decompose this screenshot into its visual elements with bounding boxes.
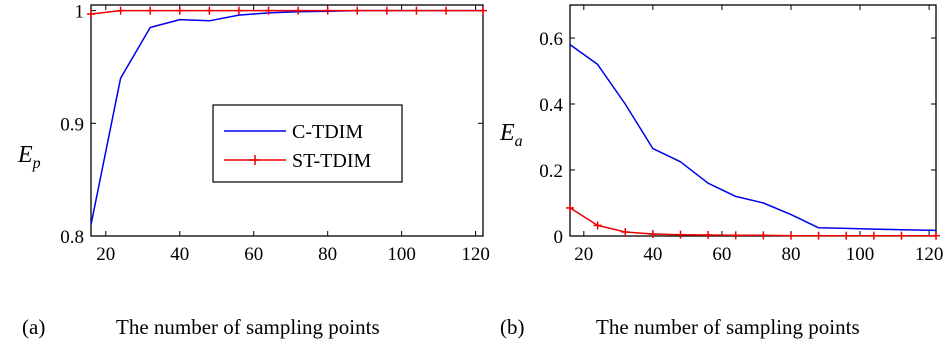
panel-a-series-st-tdim-point [294, 6, 303, 15]
panel-b-series-st-tdim-point [897, 231, 906, 240]
panel-b-series-st-tdim-point [842, 231, 851, 240]
panel-b-chart: 20 40 60 80 100 120 0 0.2 0.4 0.6 Ea (b) The numb… [499, 4, 944, 339]
panel-a-series-st-tdim-point [116, 6, 125, 15]
panel-b-series-st-tdim-point [932, 231, 940, 240]
panel-a-series-st-tdim-point [234, 6, 243, 15]
panel-a-series-st-tdim-point [412, 6, 421, 15]
panel-a-x-tick-label: 20 [96, 244, 115, 265]
panel-b-series-st-tdim-point [566, 203, 574, 212]
panel-b-x-tick-label: 80 [781, 244, 800, 265]
panel-a-y-axis-label: Ep [17, 142, 41, 172]
panel-b-x-tick-label: 20 [574, 244, 593, 265]
panel-a-series-st-tdim-point [382, 6, 391, 15]
panel-b-series-st-tdim-point [869, 231, 878, 240]
panel-b-x-axis-label: The number of sampling points [596, 315, 860, 339]
panel-a-x-tick-label: 40 [170, 244, 189, 265]
panel-a-x-tick-label: 120 [461, 244, 490, 265]
panel-a-series-st-tdim-point [442, 6, 451, 15]
legend-box [212, 104, 403, 183]
panel-b-series-st-tdim-point [621, 228, 630, 237]
panel-a-series-st-tdim-line [90, 9, 483, 15]
panel-a-plot-frame [90, 4, 484, 237]
panel-b-y-tick-label: 0.6 [539, 29, 563, 50]
panel-a-series-st-tdim-point [323, 6, 332, 15]
legend-label-st-tdim: ST-TDIM [292, 150, 371, 172]
panel-a-series-st-tdim-point [353, 6, 362, 15]
panel-b-y-tick-label: 0.2 [539, 161, 563, 182]
panel-a-label: (a) [22, 315, 45, 339]
panel-b-x-tick-label: 60 [712, 244, 731, 265]
panel-b-series-st-tdim-point [731, 231, 740, 240]
panel-a-y-tick-label: 1 [75, 2, 85, 23]
panel-b-series-st-tdim-point [676, 230, 685, 239]
panel-b-series-st-tdim-point [648, 230, 657, 239]
panel-b-x-tick-label: 120 [915, 244, 944, 265]
panel-b-series-st-tdim-point [704, 231, 713, 240]
panel-a-x-tick-label: 60 [244, 244, 263, 265]
panel-b-label: (b) [500, 315, 525, 339]
panel-a-x-tick-label: 100 [387, 244, 416, 265]
panel-b-y-tick-label: 0 [554, 227, 564, 248]
panel-b-plot-frame [569, 4, 937, 237]
panel-b-series-st-tdim-line [569, 207, 936, 237]
panel-b-series-st-tdim-point [786, 231, 795, 240]
panel-a-y-tick-label: 0.8 [60, 227, 84, 248]
panel-a-x-tick-label: 80 [318, 244, 337, 265]
panel-b-y-tick-label: 0.4 [539, 95, 563, 116]
panel-b-x-tick-label: 100 [846, 244, 875, 265]
panel-b-series-st-tdim-point [593, 221, 602, 230]
panel-a-series-st-tdim-point [479, 6, 487, 15]
panel-b-series-c-tdim-line [569, 43, 937, 232]
panel-a-series-st-tdim-point [205, 6, 214, 15]
panel-b-series-st-tdim-point [814, 231, 823, 240]
panel-a-legend: C-TDIM ST-TDIM [212, 104, 403, 183]
panel-a-y-tick-label: 0.9 [60, 114, 84, 135]
panel-a-series-st-tdim-point [264, 6, 273, 15]
panel-b-series-st-tdim-point [759, 231, 768, 240]
panel-b-x-tick-label: 40 [643, 244, 662, 265]
panel-a-x-axis-label: The number of sampling points [116, 315, 380, 339]
panel-a-series-st-tdim-point [87, 10, 95, 19]
panel-b-y-axis-label: Ea [499, 120, 523, 150]
panel-a-series-st-tdim-point [146, 6, 155, 15]
legend-label-c-tdim: C-TDIM [292, 121, 363, 143]
legend-marker-st-tdim [250, 155, 260, 165]
panel-a-series-st-tdim-point [175, 6, 184, 15]
